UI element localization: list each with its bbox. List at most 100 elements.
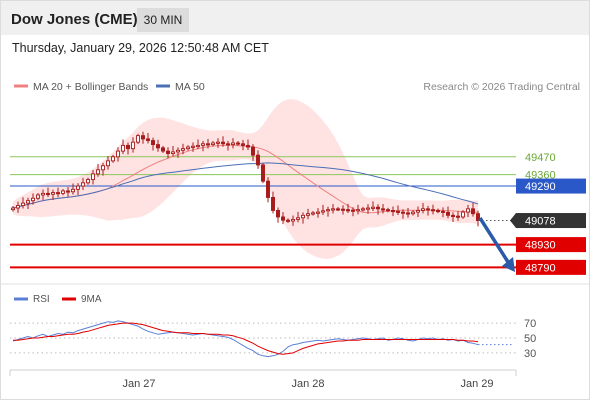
forecast-arrow [478,217,515,272]
candle-body [216,141,220,144]
copyright-credit: Research © 2026 Trading Central [423,81,580,93]
candle-body [281,216,285,221]
candle-body [446,211,450,216]
level-label-pivot: 49290 [525,181,556,193]
candle-body [231,142,235,146]
candle-body [206,143,210,146]
level-label-current: 49078 [525,216,556,228]
moving-averages [12,144,479,214]
candle-body [466,208,470,213]
candle-body [86,179,90,184]
candle-body [141,135,145,140]
candle-body [471,208,475,215]
candle-body [16,205,20,209]
candle-body [266,180,270,198]
level-label-bg [516,237,586,253]
candle-body [441,210,445,213]
candle-body [136,135,140,143]
rsi-tick-label: 70 [524,318,536,330]
candle-body [326,209,330,212]
candle-body [156,144,160,149]
candle-body [286,219,290,222]
legend-ma20-label: MA 20 + Bollinger Bands [33,81,148,93]
candle-body [101,165,105,171]
candle-body [66,190,70,193]
candle-body [176,149,180,153]
candle-body [421,208,425,211]
candle-body [71,188,75,193]
candle-body [146,138,150,141]
ma50-line [12,162,479,209]
candle-body [461,211,465,218]
candle-body [186,146,190,150]
candle-body [431,209,435,212]
candle-body [161,147,165,152]
candle-body [411,211,415,215]
candle-body [391,210,395,213]
instrument-title: Dow Jones (CME) [11,11,138,28]
candle-body [291,218,295,222]
candle-body [256,154,260,166]
level-label-bg [516,213,586,229]
legend-ma50-swatch [156,84,170,88]
rsi-line [12,320,479,358]
candle-body [196,144,200,148]
candle-body [11,207,15,211]
rsi-ma-legend-swatch [62,297,76,301]
candle-body [126,144,130,150]
candle-body [311,212,315,215]
candle-body [41,192,45,196]
candle-body [341,208,345,211]
candle-body [96,169,100,175]
level-label-support: 48930 [525,240,556,252]
x-tick-label: Jan 27 [122,378,155,390]
candle-body [246,144,250,148]
bollinger-bands [13,99,478,259]
candle-body [296,217,300,220]
candle-body [171,151,175,154]
candle-body [456,215,460,218]
candle-body [81,182,85,187]
candle-body [356,209,360,212]
candle-body [386,209,390,212]
legend-ma20-swatch [14,84,28,88]
candle-body [226,143,230,146]
x-axis-ticks: Jan 27 Jan 28 Jan 29 [122,378,493,390]
candle-body [406,212,410,215]
candle-body [416,210,420,213]
header-bar: Dow Jones (CME) 30 MIN [1,1,589,35]
candle-body [56,192,60,195]
candle-body [366,207,370,210]
candle-body [26,200,30,204]
candle-body [436,210,440,213]
candle-body [211,142,215,146]
candle-body [166,150,170,154]
candle-body [31,197,35,202]
candle-body [91,173,95,181]
candle-body [121,144,125,152]
candle-body [201,143,205,146]
legend-ma50-label: MA 50 [175,81,205,93]
rsi-ma-line [13,322,479,355]
candle-body [61,190,65,194]
level-label-support: 48790 [525,262,556,274]
candle-body [221,141,225,145]
bollinger-band-fill [13,99,478,259]
x-tick-label: Jan 29 [460,378,493,390]
candle-body [381,208,385,211]
candle-body [301,214,305,219]
candle-body [426,208,430,211]
candle-body [331,208,335,211]
level-label-bg [516,178,586,194]
rsi-legend-label: RSI [33,294,50,305]
level-label-resistance: 49470 [525,152,556,164]
level-label-bg [516,259,586,275]
candle-body [111,156,115,162]
candle-body [306,213,310,216]
candle-body [396,210,400,213]
interval-button[interactable]: 30 MIN [137,8,189,32]
rsi-ma-legend-label: 9MA [81,294,102,305]
candle-body [316,211,320,214]
candle-body [76,185,80,190]
